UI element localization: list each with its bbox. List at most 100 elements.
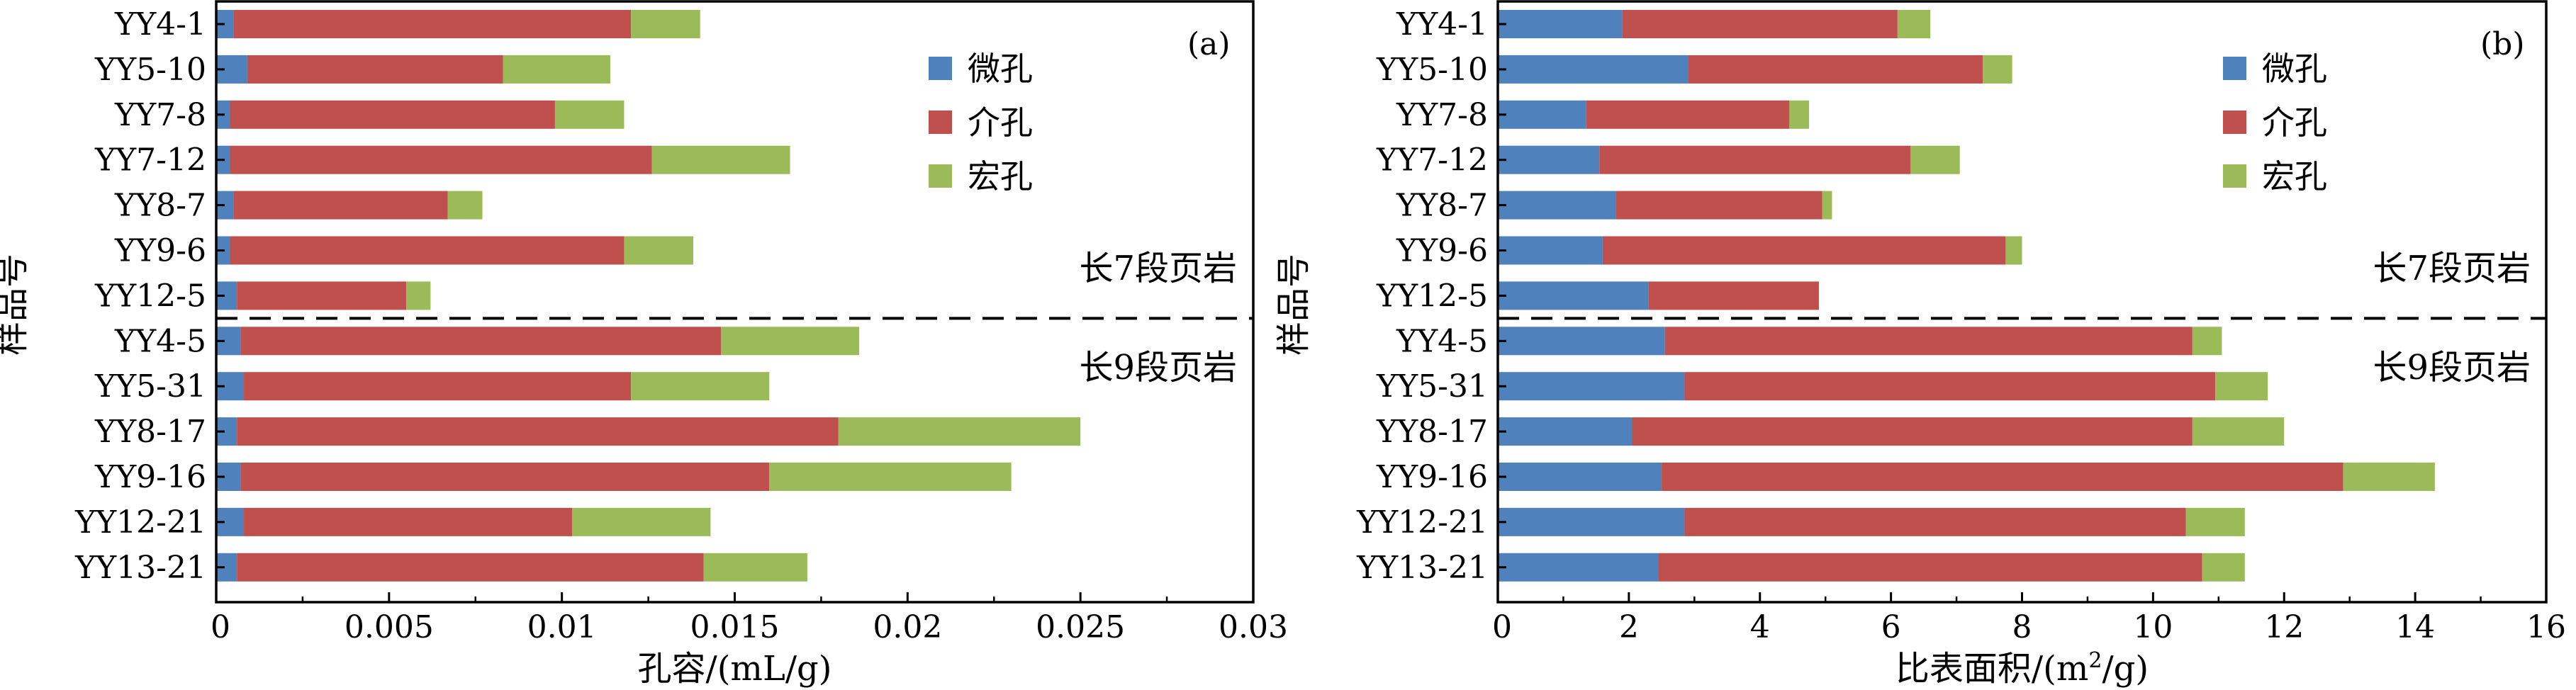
x-tick-label-8: 16 xyxy=(2526,609,2566,645)
bar-segment-YY4-1-s0 xyxy=(1498,10,1623,38)
bar-segment-YY13-21-s1 xyxy=(1658,553,2202,582)
y-tick-label-9: YY8-17 xyxy=(94,414,206,450)
bar-segment-YY8-17-s0 xyxy=(1498,417,1633,446)
bar-segment-YY4-5-s1 xyxy=(240,327,721,356)
y-tick-label-2: YY7-8 xyxy=(1396,97,1488,133)
y-axis-label-b: 样品号 xyxy=(1274,254,1314,356)
y-tick-label-0: YY4-1 xyxy=(1396,6,1488,43)
bar-segment-YY9-6-s1 xyxy=(230,236,625,265)
group-label-chang7-a: 长7段页岩 xyxy=(1079,249,1237,288)
bar-segment-YY8-17-s2 xyxy=(838,417,1081,446)
bar-segment-YY13-21-s2 xyxy=(2202,553,2245,582)
x-tick-label-5: 10 xyxy=(2133,609,2173,645)
x-ticks-a: 0 0.005 0.01 0.015 0.02 0.025 0.03 xyxy=(211,592,1288,645)
bar-segment-YY7-8-s2 xyxy=(554,100,625,129)
bar-segment-YY8-7-s2 xyxy=(1822,191,1832,220)
y-tick-label-11: YY12-21 xyxy=(74,504,206,541)
bar-segment-YY5-31-s2 xyxy=(2215,372,2268,401)
legend-swatch-0 xyxy=(2223,57,2246,80)
y-tick-label-5: YY9-6 xyxy=(1396,233,1488,269)
bar-segment-YY5-31-s1 xyxy=(1684,372,2216,401)
group-label-chang9-a: 长9段页岩 xyxy=(1079,348,1237,388)
bar-segment-YY5-31-s0 xyxy=(1498,372,1685,401)
y-tick-label-8: YY5-31 xyxy=(94,368,206,405)
panel-label-a: (a) xyxy=(1187,26,1231,62)
bar-segment-YY5-10-s1 xyxy=(247,55,503,84)
bar-segment-YY8-7-s0 xyxy=(1498,191,1616,220)
y-tick-label-12: YY13-21 xyxy=(1356,550,1488,586)
bar-segment-YY8-17-s2 xyxy=(2192,417,2285,446)
legend-label-1: 介孔 xyxy=(968,103,1033,142)
bar-segment-YY7-12-s0 xyxy=(1498,145,1600,174)
bar-segment-YY12-5-s1 xyxy=(1648,281,1819,310)
legend-label-2: 宏孔 xyxy=(968,157,1033,196)
y-tick-label-4: YY8-7 xyxy=(1396,188,1488,224)
y-tick-label-2: YY7-8 xyxy=(114,97,206,133)
y-tick-label-7: YY4-5 xyxy=(1396,323,1488,359)
panel-label-b: (b) xyxy=(2480,26,2525,62)
bar-segment-YY7-12-s1 xyxy=(230,145,652,174)
bar-segment-YY7-8-s1 xyxy=(1586,100,1790,129)
bar-segment-YY12-5-s1 xyxy=(237,281,407,310)
legend-label-1: 介孔 xyxy=(2262,103,2327,142)
y-tick-label-7: YY4-5 xyxy=(114,323,206,359)
bars-b xyxy=(1498,10,2435,582)
y-tick-label-6: YY12-5 xyxy=(1376,278,1488,314)
bar-segment-YY5-10-s2 xyxy=(503,55,610,84)
legend-swatch-1 xyxy=(2223,111,2246,134)
y-ticks-a: YY4-1 YY5-10 YY7-8 YY7-12 YY8-7 YY9-6 YY12-5 YY… xyxy=(74,6,225,586)
bar-segment-YY5-10-s0 xyxy=(1498,55,1689,84)
x-tick-label-4: 8 xyxy=(2012,609,2032,645)
x-tick-label-2: 4 xyxy=(1750,609,1770,645)
y-tick-label-10: YY9-16 xyxy=(1376,459,1488,495)
bar-segment-YY4-1-s2 xyxy=(631,10,700,38)
x-axis-label-b-main: 比表面积/(m xyxy=(1895,649,2088,689)
bar-segment-YY12-21-s1 xyxy=(244,507,573,536)
bar-segment-YY9-16-s0 xyxy=(1498,463,1662,491)
y-tick-label-4: YY8-7 xyxy=(114,188,206,224)
bar-segment-YY8-7-s1 xyxy=(1615,191,1822,220)
y-tick-label-11: YY12-21 xyxy=(1356,504,1488,541)
x-tick-label-1: 0.005 xyxy=(345,609,434,645)
y-tick-label-3: YY7-12 xyxy=(1376,142,1488,179)
x-ticks-b: 0 2 4 6 8 10 12 14 16 xyxy=(1492,592,2566,645)
bar-segment-YY9-6-s1 xyxy=(1602,236,2006,265)
y-tick-label-8: YY5-31 xyxy=(1376,368,1488,405)
bar-segment-YY7-12-s2 xyxy=(651,145,790,174)
x-axis-label-b-tail: /g) xyxy=(2102,649,2149,689)
bar-segment-YY5-31-s2 xyxy=(631,372,770,401)
x-tick-label-0: 0 xyxy=(211,609,230,645)
group-label-chang9-b: 长9段页岩 xyxy=(2373,348,2531,388)
bar-segment-YY12-21-s1 xyxy=(1684,507,2186,536)
bar-segment-YY9-6-s2 xyxy=(624,236,693,265)
bar-segment-YY5-10-s1 xyxy=(1688,55,1983,84)
y-tick-label-1: YY5-10 xyxy=(94,52,206,88)
y-axis-label-a: 样品号 xyxy=(0,254,32,356)
x-tick-label-6: 0.03 xyxy=(1219,609,1288,645)
x-axis-label-a: 孔容/(mL/g) xyxy=(638,649,832,689)
x-tick-label-5: 0.025 xyxy=(1036,609,1125,645)
x-tick-label-2: 0.01 xyxy=(527,609,597,645)
legend-label-0: 微孔 xyxy=(2262,50,2327,88)
y-tick-label-5: YY9-6 xyxy=(114,233,206,269)
x-tick-label-3: 6 xyxy=(1881,609,1901,645)
y-ticks-b: YY4-1 YY5-10 YY7-8 YY7-12 YY8-7 YY9-6 YY12-5 YY… xyxy=(1356,6,1506,586)
bar-segment-YY12-5-s2 xyxy=(406,281,431,310)
bar-segment-YY12-21-s0 xyxy=(1498,507,1685,536)
bar-segment-YY8-7-s2 xyxy=(447,191,483,220)
bar-segment-YY7-8-s1 xyxy=(230,100,555,129)
bar-segment-YY9-16-s1 xyxy=(1662,463,2343,491)
bar-segment-YY7-8-s0 xyxy=(1498,100,1586,129)
legend-swatch-0 xyxy=(929,57,952,80)
y-tick-label-12: YY13-21 xyxy=(74,550,206,586)
bar-segment-YY8-7-s1 xyxy=(233,191,448,220)
legend-label-0: 微孔 xyxy=(968,50,1033,88)
bar-segment-YY13-21-s1 xyxy=(237,553,704,582)
bar-segment-YY9-6-s2 xyxy=(2005,236,2022,265)
x-axis-label-b-sup: 2 xyxy=(2088,648,2102,673)
bar-segment-YY9-16-s2 xyxy=(769,463,1012,491)
bar-segment-YY9-16-s2 xyxy=(2343,463,2435,491)
bar-segment-YY13-21-s0 xyxy=(1498,553,1659,582)
y-tick-label-10: YY9-16 xyxy=(94,459,206,495)
